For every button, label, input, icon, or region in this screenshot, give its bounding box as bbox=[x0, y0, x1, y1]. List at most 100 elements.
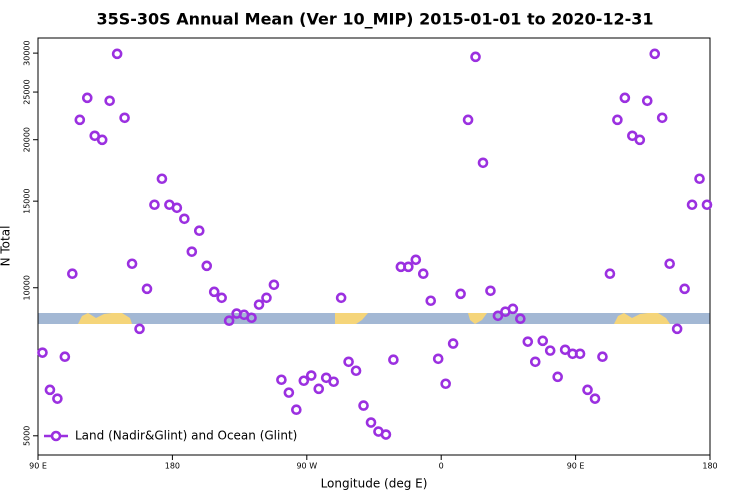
point bbox=[462, 114, 474, 126]
point bbox=[81, 92, 93, 104]
point bbox=[298, 375, 310, 387]
point bbox=[470, 51, 481, 63]
legend-label: Land (Nadir&Glint) and Ocean (Glint) bbox=[75, 429, 297, 443]
point bbox=[619, 92, 631, 104]
y-axis-label: N Total bbox=[0, 226, 13, 267]
point bbox=[335, 292, 347, 304]
point bbox=[74, 114, 86, 126]
point bbox=[671, 323, 683, 335]
point bbox=[440, 378, 451, 390]
point bbox=[634, 134, 646, 146]
x-tick-label: 90 W bbox=[296, 462, 317, 471]
point bbox=[537, 335, 549, 347]
point bbox=[380, 429, 392, 440]
point bbox=[492, 310, 504, 322]
y-tick-label: 30000 bbox=[23, 40, 32, 65]
point bbox=[126, 258, 138, 270]
point bbox=[305, 370, 317, 381]
point bbox=[597, 351, 608, 363]
point bbox=[193, 225, 205, 237]
x-tick-label: 180 bbox=[702, 462, 717, 471]
point bbox=[343, 356, 354, 368]
point bbox=[179, 213, 190, 225]
point bbox=[291, 404, 302, 415]
point bbox=[410, 254, 422, 266]
point bbox=[216, 292, 227, 304]
map-strip bbox=[38, 313, 710, 324]
point bbox=[313, 383, 325, 395]
x-axis-label: Longitude (deg E) bbox=[321, 477, 428, 491]
point bbox=[141, 283, 153, 295]
point bbox=[358, 400, 369, 411]
x-tick-label: 180 bbox=[165, 462, 180, 471]
point bbox=[701, 199, 713, 211]
point bbox=[208, 286, 220, 298]
point bbox=[403, 261, 414, 273]
point bbox=[417, 268, 429, 280]
point bbox=[477, 157, 489, 169]
point bbox=[52, 393, 63, 404]
point bbox=[574, 348, 586, 360]
point bbox=[455, 288, 466, 300]
point bbox=[515, 313, 526, 325]
point bbox=[246, 312, 257, 324]
point bbox=[223, 315, 235, 327]
point bbox=[507, 303, 519, 315]
point bbox=[276, 374, 287, 386]
point bbox=[171, 202, 183, 214]
point bbox=[582, 384, 593, 396]
point bbox=[350, 365, 362, 377]
point bbox=[649, 48, 661, 60]
point bbox=[104, 95, 115, 107]
y-tick-label: 25000 bbox=[23, 79, 32, 104]
point bbox=[425, 295, 437, 307]
point bbox=[529, 356, 541, 368]
point bbox=[679, 283, 690, 295]
point bbox=[544, 345, 556, 356]
point bbox=[612, 114, 623, 126]
point bbox=[552, 371, 563, 383]
x-tick-label: 0 bbox=[439, 462, 444, 471]
point bbox=[186, 246, 198, 257]
point bbox=[37, 347, 48, 358]
point bbox=[119, 112, 130, 124]
point bbox=[694, 173, 705, 185]
chart-title: 35S-30S Annual Mean (Ver 10_MIP) 2015-01… bbox=[96, 10, 653, 29]
y-tick-label: 10000 bbox=[23, 275, 32, 300]
legend-marker bbox=[50, 430, 62, 442]
point bbox=[447, 338, 459, 349]
y-tick-label: 20000 bbox=[23, 127, 32, 152]
point bbox=[67, 268, 78, 280]
point bbox=[96, 134, 108, 146]
point bbox=[89, 130, 101, 142]
point bbox=[261, 292, 272, 304]
point bbox=[641, 95, 653, 107]
point bbox=[589, 393, 601, 404]
point bbox=[134, 323, 145, 335]
point bbox=[253, 299, 265, 310]
point bbox=[485, 285, 496, 297]
point bbox=[388, 354, 399, 366]
y-tick-label: 15000 bbox=[23, 188, 32, 213]
point bbox=[656, 112, 668, 124]
point bbox=[268, 279, 280, 291]
y-tick-label: 5000 bbox=[23, 426, 32, 446]
point bbox=[365, 417, 377, 428]
point bbox=[201, 260, 213, 272]
point bbox=[44, 384, 56, 396]
point bbox=[664, 258, 675, 270]
point bbox=[156, 173, 168, 185]
point bbox=[328, 376, 339, 388]
point bbox=[522, 336, 534, 347]
point bbox=[111, 48, 123, 60]
point bbox=[59, 351, 71, 363]
x-tick-label: 90 E bbox=[29, 462, 47, 471]
point bbox=[627, 130, 638, 142]
x-tick-label: 90 E bbox=[567, 462, 585, 471]
point bbox=[604, 268, 616, 280]
point bbox=[283, 387, 295, 398]
point bbox=[559, 344, 571, 356]
point bbox=[432, 353, 444, 365]
point bbox=[686, 199, 698, 211]
